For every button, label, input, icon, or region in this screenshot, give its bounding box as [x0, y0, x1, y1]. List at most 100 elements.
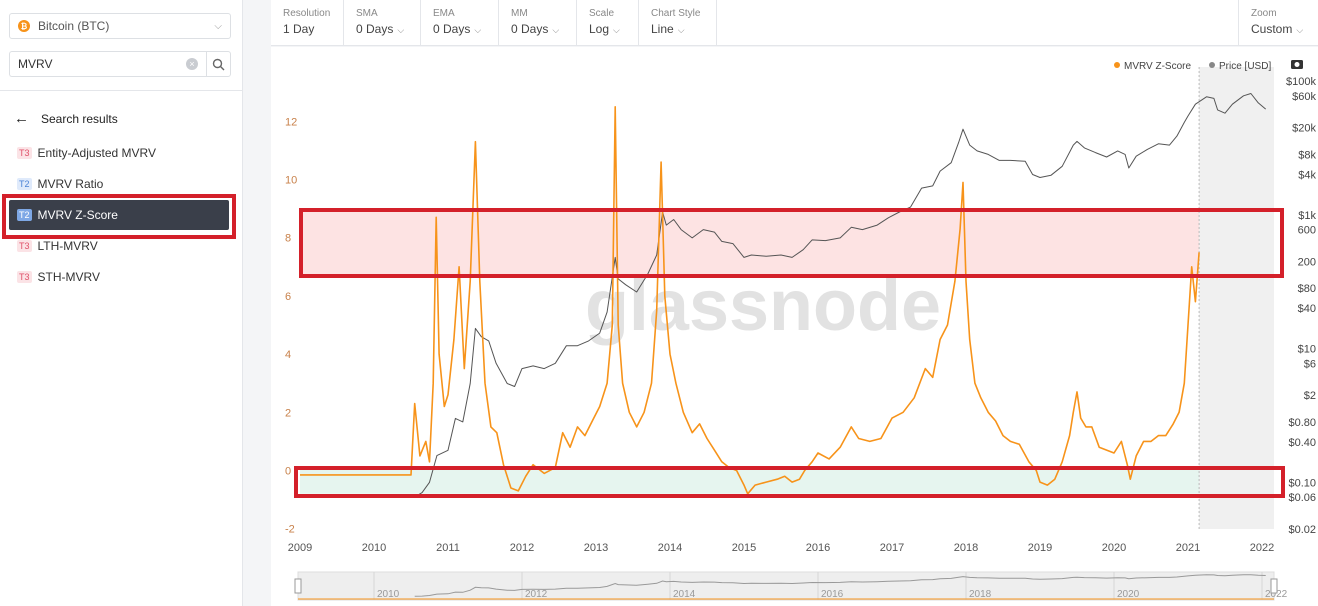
- x-tick-label: 2016: [806, 542, 830, 554]
- y-right-tick-label: $0.80: [1288, 417, 1316, 429]
- result-label: STH-MVRV: [37, 270, 100, 284]
- y-left-tick-label: 12: [285, 116, 297, 128]
- zoom-dropdown[interactable]: Zoom Custom ⌵: [1238, 0, 1318, 46]
- ema-label: EMA: [433, 8, 455, 19]
- y-right-tick-label: $10: [1298, 344, 1316, 356]
- clear-search-icon[interactable]: ×: [186, 58, 198, 70]
- x-tick-label: 2018: [954, 542, 978, 554]
- mvrv-z-score-series-line: [300, 105, 1200, 495]
- tier-badge: T2: [17, 178, 32, 190]
- chevron-down-icon: ⌵: [613, 25, 620, 35]
- recent-shade: [1199, 67, 1274, 529]
- chevron-down-icon: ⌵: [474, 25, 482, 35]
- x-tick-label: 2009: [288, 542, 312, 554]
- y-right-tick-label: $0.06: [1288, 492, 1316, 504]
- zoom-value: Custom: [1251, 22, 1293, 36]
- back-to-search[interactable]: ← Search results: [14, 111, 118, 126]
- navigator-tick-label: 2018: [969, 589, 992, 600]
- y-right-tick-label: $6: [1304, 358, 1316, 370]
- zoom-label: Zoom: [1251, 8, 1277, 19]
- chart-style-label: Chart Style: [651, 8, 701, 19]
- tier-badge: T2: [17, 209, 32, 221]
- ema-value: 0 Days: [433, 22, 471, 36]
- arrow-left-icon: ←: [14, 110, 29, 127]
- search-input[interactable]: [9, 51, 206, 77]
- scale-value: Log: [589, 22, 610, 36]
- chart-style-dropdown[interactable]: Chart Style Line ⌵: [639, 0, 717, 46]
- result-item-sth-mvrv[interactable]: T3 STH-MVRV: [9, 262, 229, 292]
- mm-dropdown[interactable]: MM 0 Days ⌵: [499, 0, 577, 46]
- legend-z-score-marker: [1114, 62, 1120, 68]
- search-button[interactable]: [206, 51, 231, 77]
- navigator-tick-label: 2010: [377, 589, 400, 600]
- results-header-label: Search results: [41, 111, 118, 126]
- x-tick-label: 2019: [1028, 542, 1052, 554]
- x-tick-label: 2013: [584, 542, 608, 554]
- x-tick-label: 2020: [1102, 542, 1126, 554]
- result-item-mvrv-ratio[interactable]: T2 MVRV Ratio: [9, 169, 229, 199]
- sma-label: SMA: [356, 8, 378, 19]
- y-right-tick-label: $80: [1298, 283, 1316, 295]
- green-zone: [300, 467, 1274, 494]
- navigator-right-handle[interactable]: [1270, 578, 1278, 594]
- chevron-down-icon: ⌵: [1296, 25, 1304, 35]
- asset-select[interactable]: ₿ Bitcoin (BTC) ⌵: [9, 13, 231, 39]
- mm-value: 0 Days: [511, 22, 549, 36]
- tier-badge: T3: [17, 271, 32, 283]
- x-tick-label: 2022: [1250, 542, 1274, 554]
- bitcoin-icon: ₿: [18, 20, 30, 32]
- result-item-entity-adjusted-mvrv[interactable]: T3 Entity-Adjusted MVRV: [9, 138, 229, 168]
- y-right-tick-label: $1k: [1298, 210, 1316, 222]
- sma-value: 0 Days: [356, 22, 394, 36]
- sidebar-divider: [0, 90, 243, 91]
- navigator-left-handle[interactable]: [294, 578, 302, 594]
- result-label: MVRV Z-Score: [37, 208, 118, 222]
- chevron-down-icon: ⌵: [552, 25, 560, 35]
- navigator-tick-label: 2016: [821, 589, 844, 600]
- y-right-tick-label: $20k: [1292, 123, 1316, 135]
- y-right-tick-label: $2: [1304, 390, 1316, 402]
- navigator-price-line: [414, 574, 1266, 597]
- mm-label: MM: [511, 8, 528, 19]
- y-right-tick-label: $4k: [1298, 169, 1316, 181]
- navigator-tick-label: 2022: [1265, 589, 1288, 600]
- navigator-tick-label: 2020: [1117, 589, 1140, 600]
- y-left-tick-label: 0: [285, 466, 291, 478]
- scale-dropdown[interactable]: Scale Log ⌵: [577, 0, 639, 46]
- x-tick-label: 2014: [658, 542, 682, 554]
- x-tick-label: 2012: [510, 542, 534, 554]
- y-left-tick-label: 6: [285, 291, 291, 303]
- resolution-dropdown[interactable]: Resolution 1 Day: [271, 0, 344, 46]
- x-tick-label: 2017: [880, 542, 904, 554]
- search-icon: [212, 58, 225, 70]
- tier-badge: T3: [17, 240, 32, 252]
- y-left-tick-label: -2: [285, 524, 295, 536]
- result-item-mvrv-z-score[interactable]: T2 MVRV Z-Score: [9, 200, 229, 230]
- search-box: ×: [9, 51, 231, 77]
- x-tick-label: 2015: [732, 542, 756, 554]
- ema-dropdown[interactable]: EMA 0 Days ⌵: [421, 0, 499, 46]
- navigator-tick-label: 2012: [525, 589, 548, 600]
- green-zone-highlight-box: [294, 466, 1285, 498]
- sma-dropdown[interactable]: SMA 0 Days ⌵: [344, 0, 421, 46]
- price-series-line: [414, 93, 1267, 498]
- navigator-tick-label: 2014: [673, 589, 696, 600]
- result-label: LTH-MVRV: [37, 239, 98, 253]
- chart-toolbar: Resolution 1 Day SMA 0 Days ⌵ EMA 0 Days ⌵…: [271, 0, 1318, 46]
- result-label: Entity-Adjusted MVRV: [37, 146, 157, 160]
- legend-z-score-label: MVRV Z-Score: [1124, 61, 1191, 72]
- red-zone-highlight-box: [299, 208, 1284, 278]
- y-left-tick-label: 8: [285, 233, 291, 245]
- sidebar: ₿ Bitcoin (BTC) ⌵ × ← Search results T3 …: [0, 0, 243, 606]
- tier-badge: T3: [17, 147, 32, 159]
- chevron-down-icon: ⌵: [397, 25, 405, 35]
- result-item-lth-mvrv[interactable]: T3 LTH-MVRV: [9, 231, 229, 261]
- chevron-down-icon: ⌵: [677, 25, 685, 35]
- y-right-tick-label: 600: [1298, 225, 1316, 237]
- y-left-tick-label: 2: [285, 407, 291, 419]
- legend-price-label: Price [USD]: [1219, 61, 1271, 72]
- chevron-down-icon: ⌵: [214, 20, 222, 32]
- result-label: MVRV Ratio: [37, 177, 104, 191]
- y-right-tick-label: $0.40: [1288, 437, 1316, 449]
